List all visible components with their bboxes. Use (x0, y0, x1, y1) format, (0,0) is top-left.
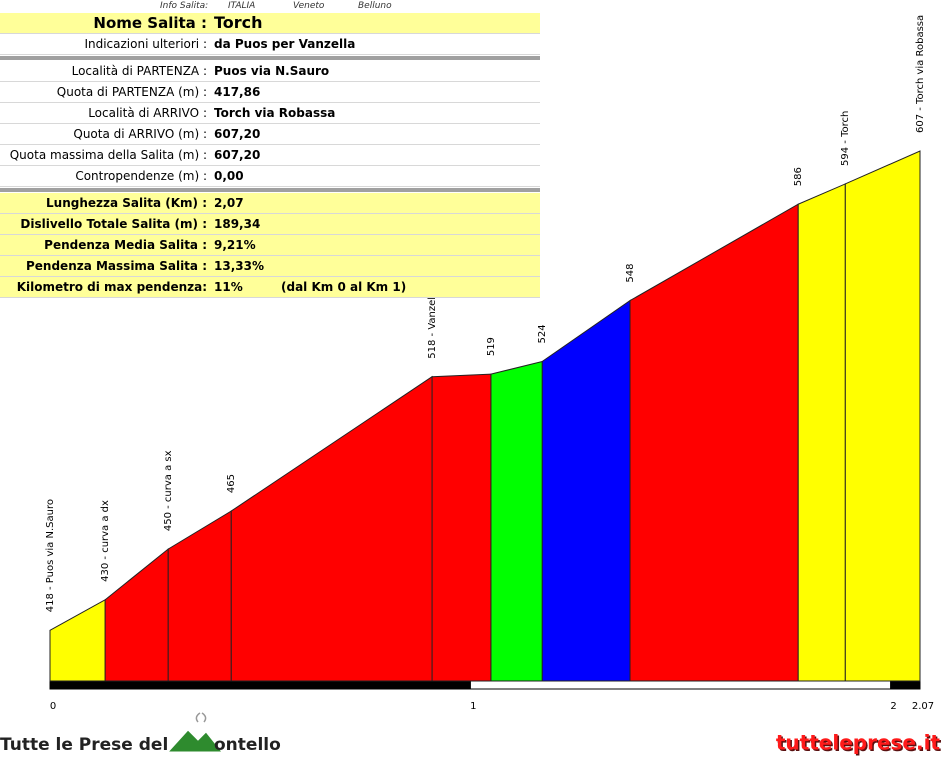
row-label: Indicazioni ulteriori : (84, 37, 207, 51)
profile-segment (167, 510, 232, 682)
row-value: 607,20 (214, 148, 261, 162)
row-value: 607,20 (214, 127, 261, 141)
profile-segment (797, 183, 846, 682)
row-label: Quota di ARRIVO (m) : (73, 127, 207, 141)
table-row: Lunghezza Salita (Km) : 2,07 (0, 193, 540, 214)
profile-segment (541, 299, 631, 682)
row-value: 189,34 (214, 217, 261, 231)
table-row: Quota massima della Salita (m) : 607,20 (0, 145, 540, 166)
row-value: 9,21% (214, 238, 256, 252)
brand-prefix: Tutte le Prese del (0, 735, 168, 755)
brand-suffix: ontello (214, 735, 281, 755)
point-label: 524 (537, 324, 548, 343)
separator (0, 188, 540, 192)
row-value: 11% (214, 280, 243, 294)
row-label: Nome Salita : (93, 14, 207, 32)
profile-segment (104, 548, 169, 682)
profile-segment (431, 373, 492, 682)
climb-table: Nome Salita : Torch Indicazioni ulteriori … (0, 13, 540, 298)
x-tick-label: 2.07 (912, 701, 934, 712)
profile-segment (230, 375, 433, 682)
row-value: Torch via Robassa (214, 106, 336, 120)
row-label: Località di PARTENZA : (71, 64, 207, 78)
point-label: 607 - Torch via Robassa (915, 15, 926, 133)
x-tick-label: 0 (50, 701, 56, 712)
km-band (469, 680, 892, 690)
info-province: Belluno (358, 1, 392, 11)
row-label: Quota massima della Salita (m) : (9, 148, 207, 162)
row-value: da Puos per Vanzella (214, 37, 356, 51)
profile-segment (844, 150, 921, 682)
km-band (49, 680, 471, 690)
table-row: Quota di PARTENZA (m) : 417,86 (0, 82, 540, 103)
table-row: Contropendenze (m) : 0,00 (0, 166, 540, 187)
table-row: Località di ARRIVO : Torch via Robassa (0, 103, 540, 124)
point-label: 586 (793, 167, 804, 186)
km-band (890, 680, 921, 690)
row-label: Contropendenze (m) : (75, 169, 207, 183)
table-row: Località di PARTENZA : Puos via N.Sauro (0, 61, 540, 82)
row-value: Puos via N.Sauro (214, 64, 330, 78)
table-row: Kilometro di max pendenza: 11% (dal Km 0 a… (0, 277, 540, 298)
table-row: Pendenza Media Salita : 9,21% (0, 235, 540, 256)
row-label: Pendenza Media Salita : (44, 238, 207, 252)
site-link: tutteleprese.it (776, 731, 941, 755)
row-value: Torch (214, 13, 263, 32)
table-row: Pendenza Massima Salita : 13,33% (0, 256, 540, 277)
row-label: Quota di PARTENZA (m) : (56, 85, 207, 99)
row-value: (dal Km 0 al Km 1) (281, 280, 407, 294)
table-row: Nome Salita : Torch (0, 13, 540, 34)
info-region: Veneto (293, 1, 325, 11)
separator (0, 56, 540, 60)
row-label: Kilometro di max pendenza: (16, 280, 207, 294)
point-label: 418 - Puos via N.Sauro (45, 499, 56, 612)
row-value: 0,00 (214, 169, 244, 183)
point-label: 518 - Vanzella (427, 288, 438, 359)
row-label: Località di ARRIVO : (88, 106, 207, 120)
table-row: Quota di ARRIVO (m) : 607,20 (0, 124, 540, 145)
point-label: 450 - curva a sx (163, 450, 174, 531)
point-label: 548 (625, 264, 636, 283)
logo-swirl (195, 712, 207, 723)
table-row: Indicazioni ulteriori : da Puos per Vanze… (0, 34, 540, 55)
row-value: 417,86 (214, 85, 261, 99)
row-label: Pendenza Massima Salita : (25, 259, 207, 273)
profile-segment (629, 203, 799, 682)
profile-segment (490, 360, 543, 682)
point-label: 594 - Torch (840, 111, 851, 166)
site-shadow: tutteleprese.it (777, 732, 942, 756)
point-label: 430 - curva a dx (100, 500, 111, 582)
footer-logo: Tutte le Prese del ontello (0, 712, 281, 755)
table-row: Dislivello Totale Salita (m) : 189,34 (0, 214, 540, 235)
profile-segment (49, 599, 106, 682)
logo-mountain (166, 729, 224, 753)
row-label: Lunghezza Salita (Km) : (46, 196, 207, 210)
row-value: 13,33% (214, 259, 264, 273)
x-tick-label: 2 (890, 701, 896, 712)
info-label: Info Salita: (160, 1, 209, 11)
info-bar: Info Salita: ITALIA Veneto Belluno (0, 0, 540, 13)
info-country: ITALIA (228, 1, 256, 11)
x-tick-label: 1 (470, 701, 476, 712)
point-label: 519 (486, 337, 497, 356)
row-value: 2,07 (214, 196, 244, 210)
row-label: Dislivello Totale Salita (m) : (20, 217, 207, 231)
point-label: 465 (226, 474, 237, 493)
